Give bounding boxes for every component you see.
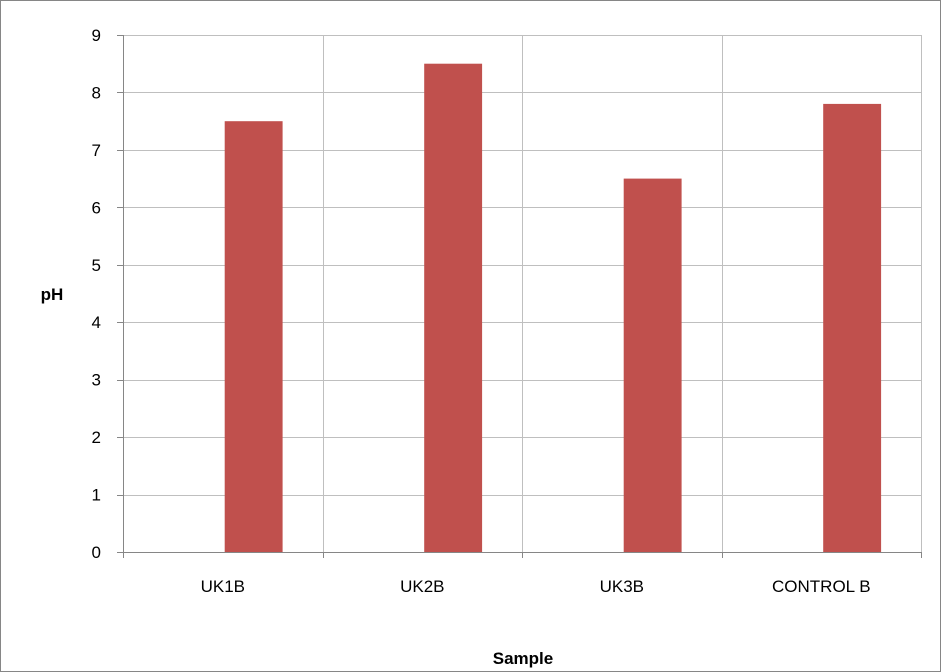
y-axis-title: pH [41,285,64,304]
x-tick-label-control-b: CONTROL B [772,577,871,596]
x-tick-labels: UK1B UK2B UK3B CONTROL B [201,577,871,596]
bar-uk1b [224,121,283,552]
bar-uk2b [424,63,483,552]
x-tick-label-uk3b: UK3B [600,577,644,596]
x-tick-label-uk1b: UK1B [201,577,245,596]
y-tick-label-4: 4 [92,313,101,332]
y-tick-label-0: 0 [92,543,101,562]
x-tick-label-uk2b: UK2B [400,577,444,596]
y-tick-label-6: 6 [92,198,101,217]
x-axis-title: Sample [493,649,553,668]
bars [224,63,882,553]
axes [117,35,922,558]
y-tick-label-5: 5 [92,256,101,275]
y-tick-label-7: 7 [92,141,101,160]
bar-uk3b [623,178,682,552]
y-tick-label-3: 3 [92,371,101,390]
y-tick-label-8: 8 [92,83,101,102]
y-tick-label-2: 2 [92,428,101,447]
y-tick-label-9: 9 [92,26,101,45]
bar-control-b [823,103,882,553]
y-tick-label-1: 1 [92,486,101,505]
y-tick-labels: 0 1 2 3 4 5 6 7 8 9 [92,26,101,562]
